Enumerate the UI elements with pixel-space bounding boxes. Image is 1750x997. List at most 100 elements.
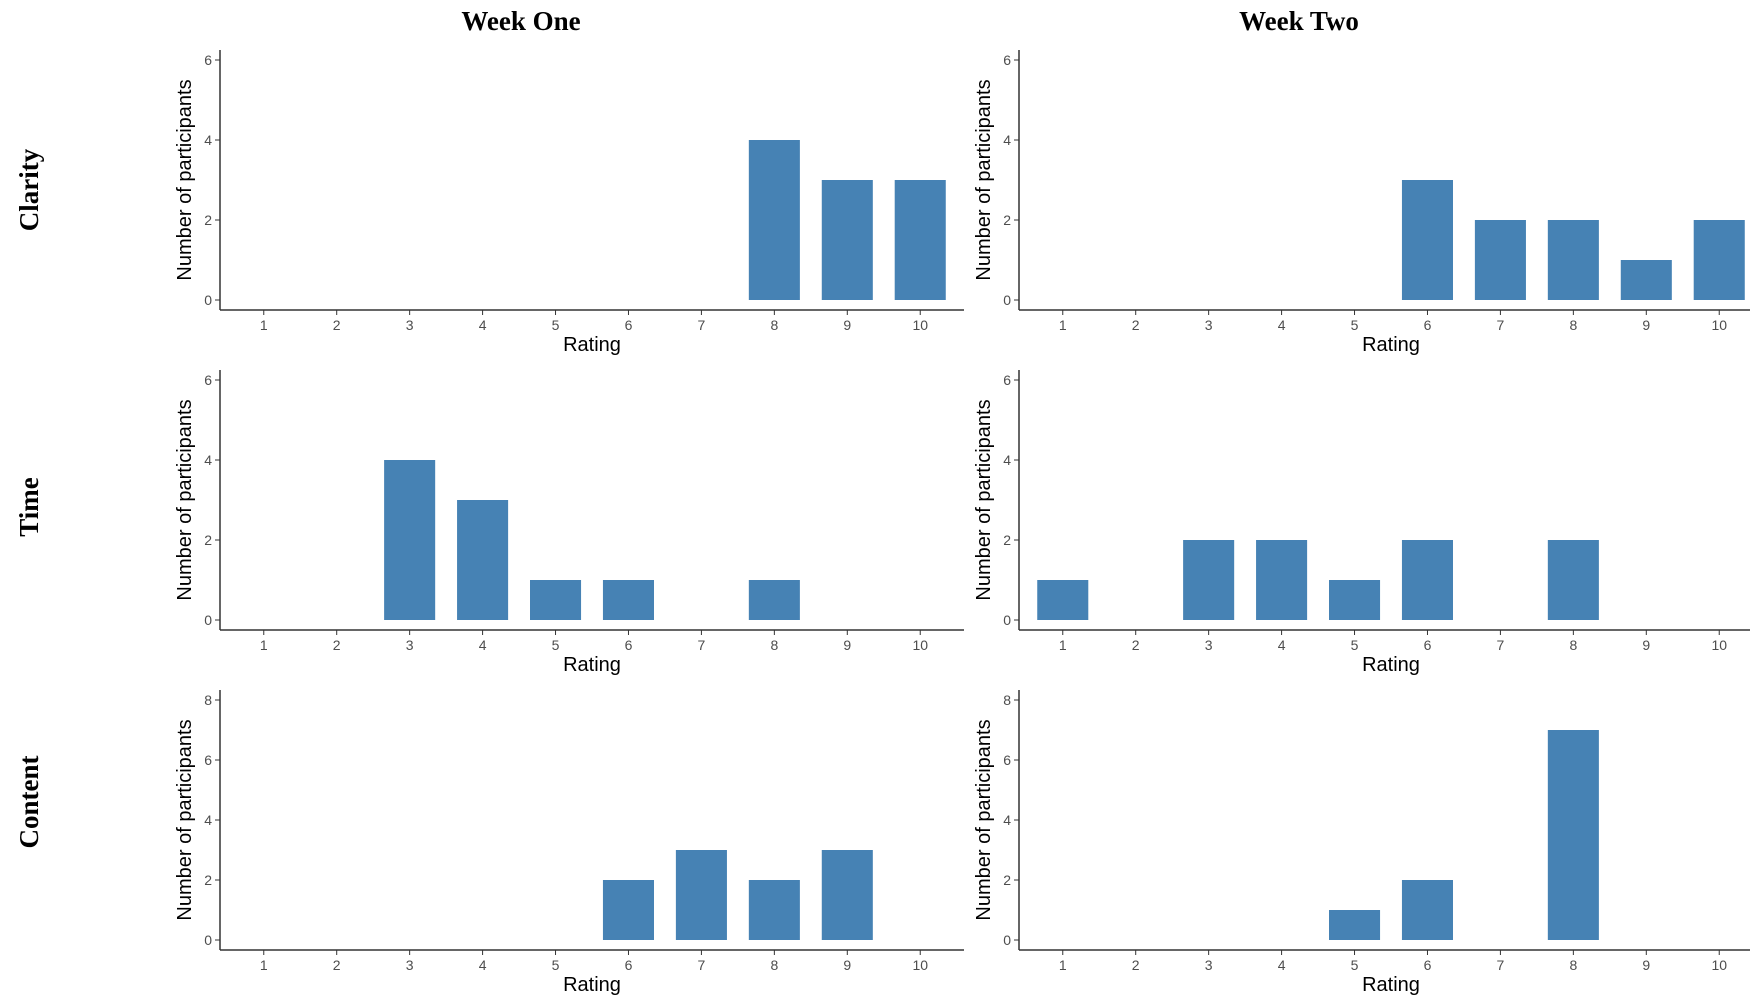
x-tick-label: 1 [260,637,268,653]
y-axis-title: Number of participants [174,399,196,600]
x-tick-label: 3 [406,957,414,973]
x-tick-label: 9 [843,637,851,653]
x-tick-label: 3 [406,637,414,653]
bar-rating-6 [1401,180,1453,300]
x-tick-label: 2 [1132,957,1140,973]
x-tick-label: 5 [552,317,560,333]
x-tick-label: 5 [1351,957,1359,973]
x-tick-label: 8 [770,317,778,333]
bar-rating-6 [1401,880,1453,940]
bar-rating-10 [894,180,946,300]
y-tick-label: 6 [1003,752,1011,768]
x-tick-label: 9 [1642,637,1650,653]
y-tick-label: 4 [1003,452,1011,468]
x-tick-label: 1 [1059,637,1067,653]
x-tick-label: 6 [1424,317,1432,333]
y-tick-label: 4 [1003,812,1011,828]
x-tick-label: 10 [912,317,928,333]
x-tick-label: 1 [260,957,268,973]
x-tick-label: 5 [1351,637,1359,653]
y-tick-label: 0 [204,612,212,628]
x-tick-label: 7 [698,957,706,973]
y-tick-label: 0 [1003,292,1011,308]
y-tick-label: 4 [1003,132,1011,148]
bar-rating-4 [457,500,509,620]
y-tick-label: 0 [1003,932,1011,948]
x-tick-label: 2 [1132,317,1140,333]
x-tick-label: 8 [1569,637,1577,653]
x-tick-label: 2 [333,317,341,333]
bar-rating-5 [1329,580,1381,620]
y-tick-label: 4 [204,132,212,148]
y-axis-title: Number of participants [174,79,196,280]
y-tick-label: 2 [1003,872,1011,888]
y-tick-label: 6 [204,372,212,388]
x-tick-label: 2 [333,637,341,653]
x-tick-label: 7 [698,637,706,653]
x-tick-label: 8 [770,957,778,973]
x-tick-label: 10 [1711,317,1727,333]
row-header-clarity: Clarity [14,148,44,231]
bar-rating-7 [1474,220,1526,300]
x-tick-label: 4 [1278,957,1286,973]
chart-panel-time-week-two: 0 2 4 6 1 2 3 4 5 6 7 8 9 10 Rating Number of participa… [973,370,1750,676]
bar-rating-4 [1256,540,1308,620]
x-tick-label: 9 [843,957,851,973]
y-tick-label: 2 [204,872,212,888]
x-tick-label: 10 [912,637,928,653]
y-tick-label: 2 [1003,532,1011,548]
bar-rating-8 [748,580,800,620]
x-tick-label: 4 [479,317,487,333]
y-axis-title: Number of participants [973,79,995,280]
x-tick-label: 3 [406,317,414,333]
x-tick-label: 3 [1205,317,1213,333]
y-tick-label: 4 [204,452,212,468]
bar-rating-9 [821,180,873,300]
column-header-week-two: Week Two [1239,6,1359,36]
bar-rating-5 [530,580,582,620]
y-tick-label: 6 [1003,52,1011,68]
y-tick-label: 8 [1003,692,1011,708]
x-tick-label: 6 [1424,637,1432,653]
x-tick-label: 6 [625,317,633,333]
x-tick-label: 1 [1059,957,1067,973]
bar-rating-6 [602,880,654,940]
x-tick-label: 10 [912,957,928,973]
x-tick-label: 4 [479,637,487,653]
x-tick-label: 7 [1497,317,1505,333]
x-tick-label: 3 [1205,637,1213,653]
y-tick-label: 6 [204,52,212,68]
y-axis-title: Number of participants [973,399,995,600]
bar-rating-1 [1037,580,1089,620]
bar-rating-6 [1401,540,1453,620]
x-axis-title: Rating [563,974,621,996]
x-tick-label: 5 [552,957,560,973]
x-tick-label: 6 [625,637,633,653]
bar-rating-7 [675,850,727,940]
bar-rating-8 [1547,730,1599,940]
y-tick-label: 6 [204,752,212,768]
x-tick-label: 10 [1711,637,1727,653]
y-tick-label: 6 [1003,372,1011,388]
x-axis-title: Rating [1362,654,1420,676]
bar-rating-8 [1547,220,1599,300]
x-tick-label: 4 [1278,637,1286,653]
bar-rating-8 [748,880,800,940]
chart-panel-clarity-week-two: 0 2 4 6 1 2 3 4 5 6 7 8 9 10 Rating Number of participa… [973,50,1750,356]
y-tick-label: 2 [204,212,212,228]
chart-panel-content-week-one: 0 2 4 6 8 1 2 3 4 5 6 7 8 9 10 Rating Number of particip… [174,690,964,996]
x-tick-label: 4 [479,957,487,973]
x-tick-label: 7 [1497,637,1505,653]
x-tick-label: 2 [333,957,341,973]
x-tick-label: 10 [1711,957,1727,973]
bar-rating-8 [1547,540,1599,620]
bar-rating-6 [602,580,654,620]
bar-rating-5 [1329,910,1381,940]
bar-rating-8 [748,140,800,300]
bar-rating-10 [1693,220,1745,300]
y-axis-title: Number of participants [973,719,995,920]
chart-panel-time-week-one: 0 2 4 6 1 2 3 4 5 6 7 8 9 10 Rating Number of participa… [174,370,964,676]
row-header-content: Content [14,755,44,848]
